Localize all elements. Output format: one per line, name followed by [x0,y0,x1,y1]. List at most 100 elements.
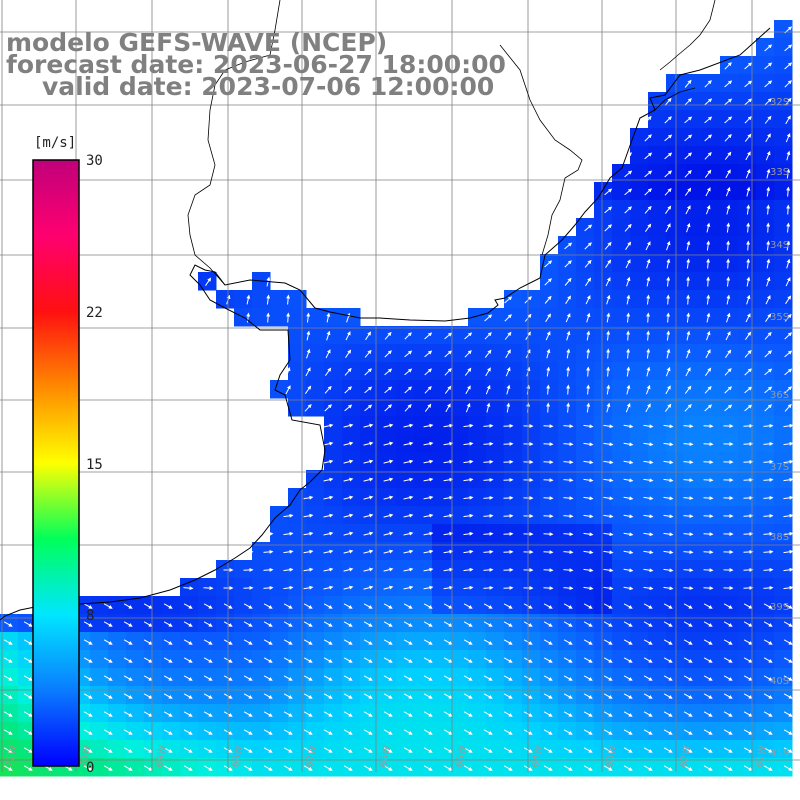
ocean-cell [378,470,397,489]
wind-arrow [663,550,674,555]
ocean-cell [54,668,73,687]
ocean-cell [396,650,415,669]
ocean-cell [468,650,487,669]
ocean-cell [306,668,325,687]
wind-arrow [163,639,173,645]
ocean-cell [774,470,793,489]
wind-arrow [723,729,733,735]
wind-arrow [586,330,591,341]
ocean-cell [666,578,685,597]
wind-arrow [664,116,672,124]
wind-arrow [724,116,733,124]
ocean-cell [702,308,721,327]
ocean-cell [540,704,559,723]
wind-arrow [625,402,631,413]
ocean-cell [504,650,523,669]
wind-arrow [283,603,293,609]
wind-arrow [706,294,711,305]
ocean-cell [684,362,703,381]
wind-arrow [463,621,473,627]
wind-arrow [623,675,633,681]
ocean-cell [774,308,793,327]
wind-arrow [743,711,753,717]
ocean-cell [72,614,91,633]
wind-arrow [623,424,634,429]
wind-arrow [783,513,794,518]
wind-arrow [646,258,651,269]
ocean-cell [594,506,613,525]
wind-arrow [323,513,334,518]
wind-arrow [143,729,153,735]
ocean-cell [702,254,721,273]
wind-arrow [683,496,694,501]
ocean-cell [558,308,577,327]
ocean-cell [594,704,613,723]
ocean-cell [648,380,667,399]
ocean-cell [396,758,415,777]
ocean-cell [306,704,325,723]
wind-arrow [383,657,393,663]
wind-arrow [623,711,633,717]
ocean-cell [576,614,595,633]
ocean-cell [576,326,595,345]
wind-arrow [726,294,731,305]
wind-arrow [543,675,553,681]
ocean-cell [666,128,685,147]
ocean-cell [702,668,721,687]
ocean-cell [180,704,199,723]
wind-arrow [283,639,293,645]
ocean-cell [90,704,109,723]
ocean-cell [648,560,667,579]
wind-arrow [403,603,413,609]
wind-arrow [444,385,452,394]
ocean-cell [468,326,487,345]
wind-arrow [424,368,433,376]
ocean-cell [522,578,541,597]
ocean-cell [684,506,703,525]
wind-arrow [546,402,551,413]
wind-arrow [506,402,511,413]
ocean-cell [270,596,289,615]
ocean-cell [306,758,325,777]
ocean-cell [324,470,343,489]
wind-arrow [423,423,434,428]
wind-arrow [464,350,472,358]
wind-arrow [383,711,393,717]
wind-arrow [483,441,494,446]
ocean-cell [648,92,667,111]
wind-arrow [643,603,653,609]
ocean-cell [90,686,109,705]
ocean-cell [252,308,271,327]
latitude-label: 36S [770,390,789,401]
ocean-cell [270,758,289,777]
ocean-cell [756,164,775,183]
ocean-cell [540,452,559,471]
ocean-cell [612,668,631,687]
wind-arrow [683,460,694,465]
wind-arrow [603,550,614,555]
wind-arrow [623,514,634,519]
wind-arrow [684,152,693,160]
wind-arrow [543,603,553,609]
wind-arrow [83,711,93,717]
wind-arrow [604,206,613,214]
ocean-cell [306,560,325,579]
wind-arrow [623,586,634,591]
ocean-cell [450,722,469,741]
wind-arrow [763,603,773,609]
wind-arrow [323,603,333,609]
wind-arrow [783,603,793,609]
ocean-cell [270,668,289,687]
wind-arrow [606,330,611,341]
wind-arrow [643,460,654,465]
wind-arrow [183,639,193,645]
wind-arrow [463,603,473,609]
ocean-cell [486,632,505,651]
ocean-cell [684,722,703,741]
ocean-cell [306,344,325,363]
wind-arrow [563,460,574,465]
ocean-cell [270,524,289,543]
wind-arrow [705,204,711,215]
wind-arrow [343,441,354,446]
ocean-cell [738,452,757,471]
